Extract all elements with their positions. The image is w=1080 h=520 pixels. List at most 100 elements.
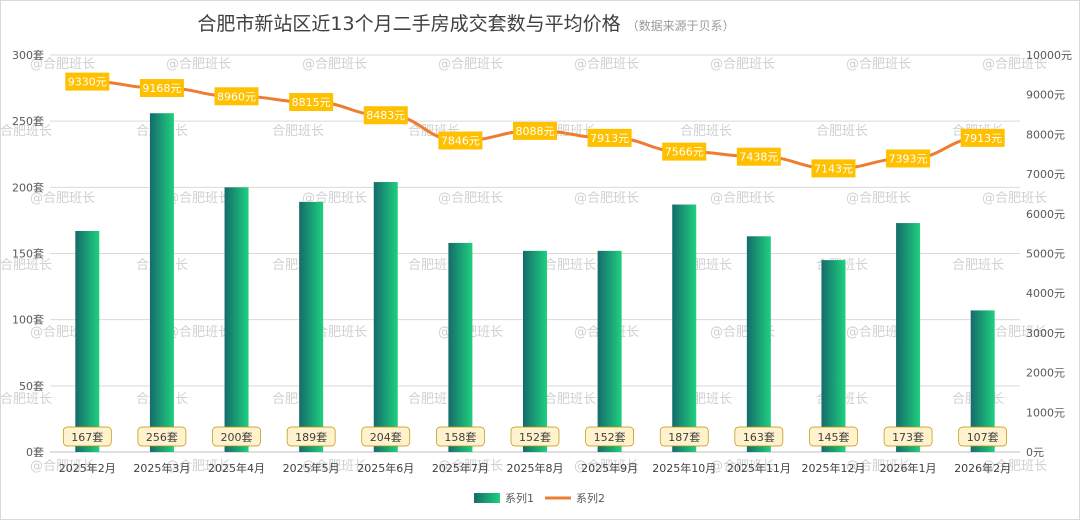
watermark-text: @合肥班长: [166, 325, 231, 340]
watermark-text: @合肥班长: [574, 191, 639, 206]
watermark-text: @合肥班长: [846, 191, 911, 206]
y-left-tick-label: 200套: [12, 181, 44, 194]
y-left-tick-label: 150套: [12, 248, 44, 261]
bar: [149, 113, 174, 452]
bar-value-label: 173套: [883, 426, 933, 447]
bar-value-label-box: [734, 426, 784, 447]
bar: [597, 250, 622, 452]
legend-label-series1: 系列1: [505, 491, 534, 505]
watermark-text: @合肥班长: [438, 57, 503, 72]
bar: [821, 260, 846, 452]
bar-value-label-text: 204套: [370, 431, 402, 444]
watermark-text: @合肥班长: [846, 57, 911, 72]
watermark-text: @合肥班长: [166, 459, 231, 474]
bar: [373, 182, 398, 453]
line-value-label-box: [811, 159, 856, 178]
y-left-tick-label: 100套: [12, 314, 44, 327]
line-value-label: 7913元: [587, 128, 632, 147]
data-labels: 167套 256套 200套 189套 204套 158套 152套 152套 187套 163套…: [62, 72, 1008, 447]
line-value-label: 7566元: [662, 142, 707, 161]
bar-value-label: 187套: [659, 426, 709, 447]
bar-value-label-box: [286, 426, 336, 447]
legend-swatch-series1: [474, 493, 500, 503]
bar-value-label-text: 256套: [146, 431, 178, 444]
watermark-text: @合肥班长: [438, 459, 503, 474]
x-tick-label: 2025年12月: [801, 461, 865, 475]
watermark-text: 合肥班长: [952, 258, 1004, 273]
x-tick-label: 2025年4月: [208, 461, 265, 475]
line-value-label: 7438元: [736, 147, 781, 166]
watermark-text: @合肥班长: [30, 191, 95, 206]
line-value-label: 9168元: [139, 79, 184, 98]
bar-value-label-text: 163套: [743, 431, 775, 444]
bar: [523, 250, 547, 452]
line-value-label-box: [438, 131, 483, 150]
watermark-text: 合肥班长: [408, 258, 460, 273]
y-right-tick-label: 1000元: [1026, 406, 1065, 419]
line-value-label: 7846元: [438, 131, 483, 150]
bar-value-label-box: [809, 426, 858, 447]
bar-value-label-box: [659, 426, 709, 447]
watermark-text: 合肥班长: [0, 124, 52, 139]
line-value-label-text: 8815元: [292, 96, 331, 109]
x-tick-label: 2025年2月: [59, 461, 116, 475]
bar-value-label-box: [510, 426, 560, 447]
watermark-text: @合肥班长: [982, 325, 1047, 340]
line-value-label-box: [960, 128, 1005, 147]
bar-value-label-box: [361, 426, 411, 447]
line-value-label-box: [662, 142, 707, 161]
line-value-label-box: [139, 79, 184, 98]
watermark-text: @合肥班长: [710, 191, 775, 206]
axes: 0套 50套 100套 150套 200套 250套 300套 0元 1000元 2000元 300…: [12, 49, 1072, 475]
line-value-label-text: 9330元: [68, 76, 107, 89]
watermark-text: 合肥班长: [544, 258, 596, 273]
watermark-text: @合肥班长: [166, 57, 231, 72]
x-tick-label: 2026年1月: [880, 461, 937, 475]
watermark-text: @合肥班长: [438, 191, 503, 206]
line-value-label-box: [587, 128, 632, 147]
bar-value-label: 200套: [212, 426, 261, 447]
bar: [896, 223, 921, 452]
bar-value-label: 158套: [436, 426, 485, 447]
x-tick-label: 2025年6月: [357, 461, 414, 475]
line-value-label-text: 8088元: [516, 125, 555, 138]
line-value-label-box: [65, 72, 110, 91]
y-right-tick-label: 4000元: [1026, 287, 1065, 300]
y-right-tick-label: 2000元: [1026, 367, 1065, 380]
watermark-text: 合肥班长: [0, 258, 52, 273]
bar-value-label: 163套: [734, 426, 784, 447]
bar-value-label-box: [436, 426, 485, 447]
bar-value-label-text: 107套: [967, 431, 999, 444]
bar-value-label-text: 187套: [668, 431, 700, 444]
y-left-tick-label: 300套: [12, 49, 44, 62]
line-value-label-box: [513, 121, 557, 140]
line-value-label: 7913元: [960, 128, 1005, 147]
watermark-text: 合肥班长: [680, 124, 732, 139]
line-value-label-text: 7846元: [441, 135, 480, 148]
bar: [448, 242, 473, 452]
watermark-text: @合肥班长: [574, 459, 639, 474]
line-value-label-box: [363, 106, 408, 125]
y-right-tick-label: 5000元: [1026, 248, 1065, 261]
x-tick-label: 2025年5月: [283, 461, 340, 475]
line-value-label: 8088元: [513, 121, 557, 140]
watermark-text: @合肥班长: [846, 459, 911, 474]
x-tick-label: 2025年9月: [581, 461, 638, 475]
line-value-label: 8483元: [363, 106, 408, 125]
chart-title-main: 合肥市新站区近13个月二手房成交套数与平均价格: [197, 13, 620, 35]
line-value-label-box: [736, 147, 781, 166]
chart-title: 合肥市新站区近13个月二手房成交套数与平均价格 （数据来源于贝系）: [197, 13, 734, 35]
bar-value-label: 167套: [62, 426, 112, 447]
bar-value-label-box: [137, 426, 187, 447]
bar: [224, 187, 249, 453]
line-value-label-text: 7393元: [889, 152, 928, 165]
watermark-text: 合肥班长: [408, 392, 460, 407]
watermark-text: @合肥班长: [302, 459, 367, 474]
line-value-label-text: 7913元: [590, 132, 629, 145]
bar-value-label-text: 152套: [519, 431, 551, 444]
bar: [75, 231, 100, 452]
watermark-text: @合肥班长: [30, 459, 95, 474]
bar-value-label: 204套: [361, 426, 411, 447]
line-value-label: 7393元: [886, 149, 931, 168]
watermark-text: @合肥班长: [30, 57, 95, 72]
